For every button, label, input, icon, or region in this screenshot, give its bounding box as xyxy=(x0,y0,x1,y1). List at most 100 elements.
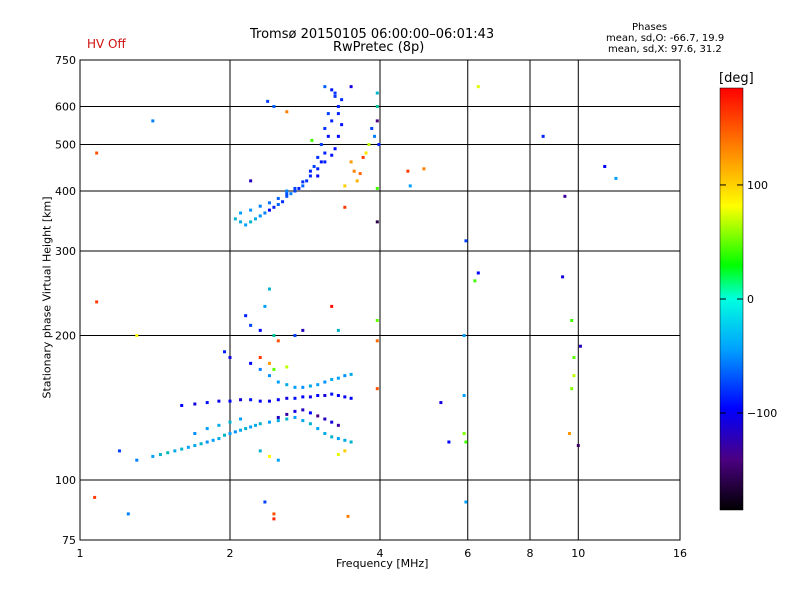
data-point xyxy=(249,361,253,365)
data-point xyxy=(333,147,337,151)
grid-lines xyxy=(80,60,680,540)
data-point xyxy=(293,186,297,190)
data-point xyxy=(316,394,320,398)
data-point xyxy=(462,432,466,436)
data-point xyxy=(343,184,347,188)
data-point xyxy=(239,428,243,432)
data-point xyxy=(323,394,327,398)
data-point xyxy=(422,167,426,171)
x-tick-label: 10 xyxy=(571,547,585,560)
colorbar-tick-label: −100 xyxy=(747,407,777,420)
data-point xyxy=(93,495,97,499)
data-point xyxy=(258,367,262,371)
y-tick-label: 200 xyxy=(55,330,76,343)
data-point xyxy=(253,217,257,221)
data-point xyxy=(258,355,262,359)
x-axis-ticks: 1 2 4 6 8 10 16 xyxy=(77,547,688,560)
data-point xyxy=(193,432,197,436)
data-point xyxy=(173,449,177,453)
data-point xyxy=(319,143,323,147)
data-point xyxy=(308,411,312,415)
data-point xyxy=(285,417,289,421)
data-point xyxy=(375,387,379,391)
colorbar-ticks: 100 0 −100 xyxy=(720,179,777,420)
data-point xyxy=(239,211,243,215)
data-point xyxy=(228,399,232,403)
data-point xyxy=(330,88,334,92)
data-point xyxy=(476,271,480,275)
data-point xyxy=(308,384,312,388)
data-point xyxy=(293,189,297,193)
data-point xyxy=(95,300,99,304)
data-point xyxy=(228,432,232,436)
data-point xyxy=(249,425,253,429)
data-point xyxy=(223,433,227,437)
data-point xyxy=(193,444,197,448)
data-point xyxy=(336,328,340,332)
data-point xyxy=(340,98,344,102)
data-point xyxy=(249,323,253,327)
data-point xyxy=(367,143,371,147)
data-point xyxy=(276,380,280,384)
data-point xyxy=(375,91,379,95)
data-point xyxy=(349,372,353,376)
data-point xyxy=(358,172,362,176)
data-point xyxy=(308,395,312,399)
data-point xyxy=(276,202,280,206)
data-point xyxy=(316,414,320,418)
data-point xyxy=(258,214,262,218)
data-point xyxy=(323,432,327,436)
data-point xyxy=(340,123,344,127)
data-point xyxy=(375,220,379,224)
colorbar-tick-label: 100 xyxy=(747,179,768,192)
data-point xyxy=(572,374,576,378)
data-point xyxy=(205,427,209,431)
data-point xyxy=(276,458,280,462)
data-point xyxy=(266,99,270,103)
data-point xyxy=(330,420,334,424)
data-point xyxy=(285,396,289,400)
data-point xyxy=(330,119,334,123)
data-point xyxy=(276,398,280,402)
data-point xyxy=(375,339,379,343)
data-point xyxy=(326,134,330,138)
data-point xyxy=(439,401,443,405)
data-point xyxy=(267,420,271,424)
data-point xyxy=(272,105,276,109)
data-point xyxy=(293,385,297,389)
data-point xyxy=(323,160,327,164)
data-point xyxy=(310,138,314,142)
data-point xyxy=(301,395,305,399)
data-point xyxy=(352,169,356,173)
data-point xyxy=(319,160,323,164)
data-point xyxy=(336,112,340,116)
data-point xyxy=(249,179,253,183)
data-point xyxy=(330,435,334,439)
data-point xyxy=(223,350,227,354)
chart-title-line2: RwPretec (8p) xyxy=(333,40,425,55)
data-point xyxy=(312,164,316,168)
data-point xyxy=(267,454,271,458)
data-point xyxy=(151,454,155,458)
data-point xyxy=(258,422,262,426)
data-point xyxy=(158,453,162,457)
data-point xyxy=(301,419,305,423)
colorbar-unit-label: [deg] xyxy=(719,71,754,86)
y-tick-label: 750 xyxy=(55,54,76,67)
hv-status-label: HV Off xyxy=(87,37,126,51)
x-tick-label: 8 xyxy=(527,547,534,560)
data-point xyxy=(301,184,305,188)
data-point xyxy=(373,134,377,138)
data-point xyxy=(228,355,232,359)
data-point xyxy=(301,180,305,184)
data-point xyxy=(233,217,237,221)
data-point xyxy=(316,155,320,159)
data-point xyxy=(285,189,289,193)
data-point xyxy=(117,449,121,453)
data-point xyxy=(217,423,221,427)
data-point xyxy=(272,512,276,516)
x-axis-label: Frequency [MHz] xyxy=(336,557,429,570)
data-point xyxy=(205,440,209,444)
data-point xyxy=(285,110,289,114)
